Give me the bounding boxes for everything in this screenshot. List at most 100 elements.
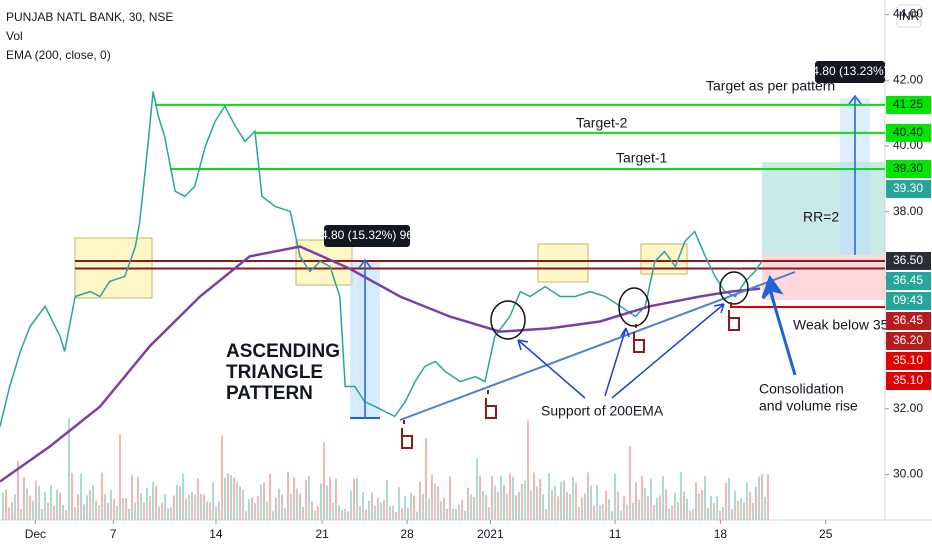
volume-bar xyxy=(65,509,67,520)
hand-icon xyxy=(728,302,740,331)
volume-bar xyxy=(320,483,322,520)
volume-bar xyxy=(383,500,385,520)
volume-bar xyxy=(701,489,703,520)
x-tick-label: 14 xyxy=(209,527,223,541)
volume-bar xyxy=(506,493,508,520)
volume-bar xyxy=(641,475,643,520)
volume-bar xyxy=(236,482,238,520)
volume-bar xyxy=(695,482,697,520)
ellipse xyxy=(490,300,526,340)
volume-bar xyxy=(341,510,343,520)
volume-bar xyxy=(671,505,673,520)
volume-bar xyxy=(80,473,82,520)
volume-bar xyxy=(428,498,430,520)
volume-bar xyxy=(215,506,217,520)
volume-bar xyxy=(749,492,751,520)
volume-bar xyxy=(146,487,148,520)
volume-bar xyxy=(182,473,184,520)
volume-bar xyxy=(308,476,310,520)
hand-icon xyxy=(633,324,645,353)
volume-bar xyxy=(296,488,298,520)
legend-item: Vol xyxy=(6,29,23,43)
volume-bar xyxy=(485,495,487,520)
volume-bar xyxy=(50,485,52,520)
volume-bar xyxy=(92,485,94,520)
volume-bar xyxy=(629,446,631,520)
volume-bar xyxy=(566,491,568,520)
x-tick-label: 18 xyxy=(714,527,728,541)
arrowhead xyxy=(358,258,372,269)
y-tick-label: 44.00 xyxy=(893,7,923,21)
volume-bar xyxy=(74,507,76,520)
volume-bar xyxy=(98,505,100,520)
volume-bar xyxy=(335,478,337,520)
volume-bar xyxy=(458,504,460,520)
volume-bar xyxy=(86,495,88,520)
volume-bar xyxy=(131,474,133,520)
volume-bar xyxy=(491,476,493,520)
volume-bar xyxy=(482,490,484,520)
volume-bar xyxy=(515,495,517,520)
hand-icon xyxy=(485,390,497,419)
trendline xyxy=(399,271,796,421)
volume-bar xyxy=(611,511,613,520)
volume-bar xyxy=(329,477,331,520)
volume-bar xyxy=(635,482,637,520)
volume-bar xyxy=(344,508,346,520)
volume-bar xyxy=(593,505,595,520)
volume-bar xyxy=(179,486,181,520)
volume-bar xyxy=(350,490,352,520)
volume-bar xyxy=(299,493,301,520)
volume-bar xyxy=(677,501,679,520)
volume-bar xyxy=(665,489,667,520)
volume-bar xyxy=(26,488,28,520)
volume-bar xyxy=(56,489,58,520)
volume-bar xyxy=(266,501,268,520)
volume-bar xyxy=(416,511,418,520)
volume-bar xyxy=(767,474,769,520)
arrow xyxy=(517,339,586,399)
volume-bar xyxy=(257,496,259,520)
volume-bar xyxy=(275,497,277,520)
price-label: 36.20 xyxy=(893,333,923,347)
volume-bar xyxy=(551,489,553,520)
volume-bar xyxy=(725,482,727,520)
arrow xyxy=(761,274,797,376)
volume-bar xyxy=(449,476,451,520)
volume-bar xyxy=(422,493,424,520)
y-tick-label: 30.00 xyxy=(893,467,923,481)
volume-bar xyxy=(386,480,388,520)
volume-bar xyxy=(116,505,118,520)
volume-bar xyxy=(758,476,760,520)
volume-bar xyxy=(527,420,529,520)
volume-bar xyxy=(410,492,412,520)
volume-bar xyxy=(14,494,16,520)
arrow xyxy=(604,327,630,397)
volume-bar xyxy=(401,508,403,520)
volume-bar xyxy=(728,477,730,520)
volume-bar xyxy=(374,505,376,520)
volume-bar xyxy=(533,472,535,520)
volume-bar xyxy=(362,492,364,520)
volume-bar xyxy=(32,500,34,520)
volume-bar xyxy=(251,497,253,520)
volume-bar xyxy=(548,473,550,520)
volume-bar xyxy=(305,480,307,520)
volume-bar xyxy=(476,458,478,520)
volume-bar xyxy=(71,473,73,520)
volume-bar xyxy=(500,475,502,520)
ellipses xyxy=(490,271,749,340)
title: PUNJAB NATL BANK, 30, NSE xyxy=(6,10,173,24)
volume-bar xyxy=(509,473,511,520)
volume-bar xyxy=(326,485,328,520)
volume-bar xyxy=(569,494,571,520)
volume-bar xyxy=(764,496,766,520)
volume-bar xyxy=(539,478,541,520)
volume-bar xyxy=(227,473,229,520)
volume-bar xyxy=(668,508,670,520)
measure-label-bg xyxy=(324,225,410,247)
volume-bar xyxy=(680,471,682,520)
ellipse xyxy=(618,287,650,327)
price-label: 09:43 xyxy=(893,293,923,307)
price-label-bg xyxy=(886,292,931,310)
